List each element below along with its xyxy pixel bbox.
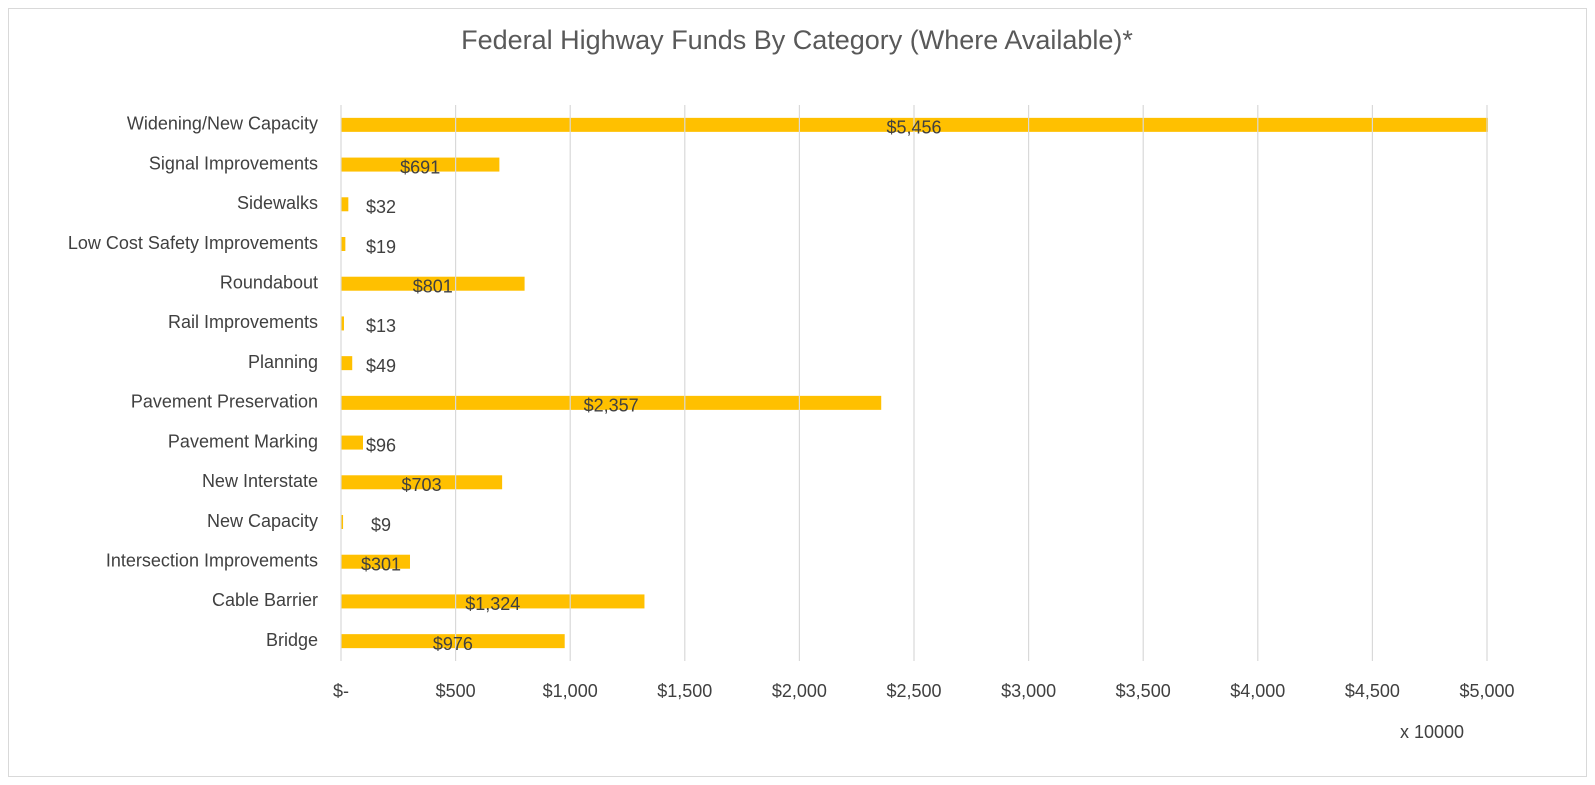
bar bbox=[341, 356, 353, 371]
y-tick-label: Pavement Marking bbox=[168, 431, 318, 451]
data-label: $9 bbox=[371, 515, 391, 535]
bar bbox=[341, 276, 525, 291]
x-tick-label: $3,000 bbox=[1001, 681, 1056, 701]
data-label: $49 bbox=[366, 356, 396, 376]
y-tick-label: Low Cost Safety Improvements bbox=[68, 233, 318, 253]
y-tick-label: Rail Improvements bbox=[168, 312, 318, 332]
x-tick-label: $500 bbox=[436, 681, 476, 701]
x-tick-label: $1,000 bbox=[543, 681, 598, 701]
x-tick-label: $2,000 bbox=[772, 681, 827, 701]
bar bbox=[341, 316, 344, 331]
data-label: $691 bbox=[400, 157, 440, 177]
bar bbox=[341, 157, 500, 172]
x-tick-label: $2,500 bbox=[886, 681, 941, 701]
y-tick-label: Bridge bbox=[266, 630, 318, 650]
y-tick-label: Sidewalks bbox=[237, 193, 318, 213]
bar bbox=[341, 515, 344, 529]
bar bbox=[341, 435, 364, 450]
bar bbox=[341, 117, 1488, 132]
bar bbox=[341, 395, 882, 410]
y-tick-label: New Interstate bbox=[202, 471, 318, 491]
bar bbox=[341, 197, 349, 212]
x-tick-label: $1,500 bbox=[657, 681, 712, 701]
x-tick-label: $- bbox=[333, 681, 349, 701]
data-label: $1,324 bbox=[465, 594, 520, 614]
y-tick-label: Roundabout bbox=[220, 272, 318, 292]
x-tick-label: $3,500 bbox=[1116, 681, 1171, 701]
y-tick-label: New Capacity bbox=[207, 511, 318, 531]
y-tick-label: Signal Improvements bbox=[149, 153, 318, 173]
data-label: $2,357 bbox=[584, 396, 639, 416]
y-tick-label: Pavement Preservation bbox=[131, 392, 318, 412]
x-tick-label: $4,500 bbox=[1345, 681, 1400, 701]
y-tick-label: Planning bbox=[248, 352, 318, 372]
y-tick-label: Cable Barrier bbox=[212, 590, 318, 610]
chart-frame bbox=[8, 8, 1587, 777]
bar bbox=[341, 594, 645, 609]
data-label: $801 bbox=[413, 276, 453, 296]
bar bbox=[341, 475, 503, 490]
data-label: $19 bbox=[366, 237, 396, 257]
data-label: $703 bbox=[402, 475, 442, 495]
data-label: $5,456 bbox=[886, 118, 941, 138]
data-label: $13 bbox=[366, 316, 396, 336]
data-label: $32 bbox=[366, 197, 396, 217]
bar bbox=[341, 634, 565, 649]
y-tick-label: Widening/New Capacity bbox=[127, 114, 318, 134]
bar bbox=[341, 554, 410, 569]
chart-title: Federal Highway Funds By Category (Where… bbox=[461, 25, 1133, 55]
x-axis-label: x 10000 bbox=[1400, 722, 1464, 742]
x-tick-label: $4,000 bbox=[1230, 681, 1285, 701]
x-tick-label: $5,000 bbox=[1459, 681, 1514, 701]
data-label: $301 bbox=[361, 554, 401, 574]
y-tick-label: Intersection Improvements bbox=[106, 550, 318, 570]
data-label: $96 bbox=[366, 435, 396, 455]
bar bbox=[341, 237, 346, 251]
data-label: $976 bbox=[433, 634, 473, 654]
